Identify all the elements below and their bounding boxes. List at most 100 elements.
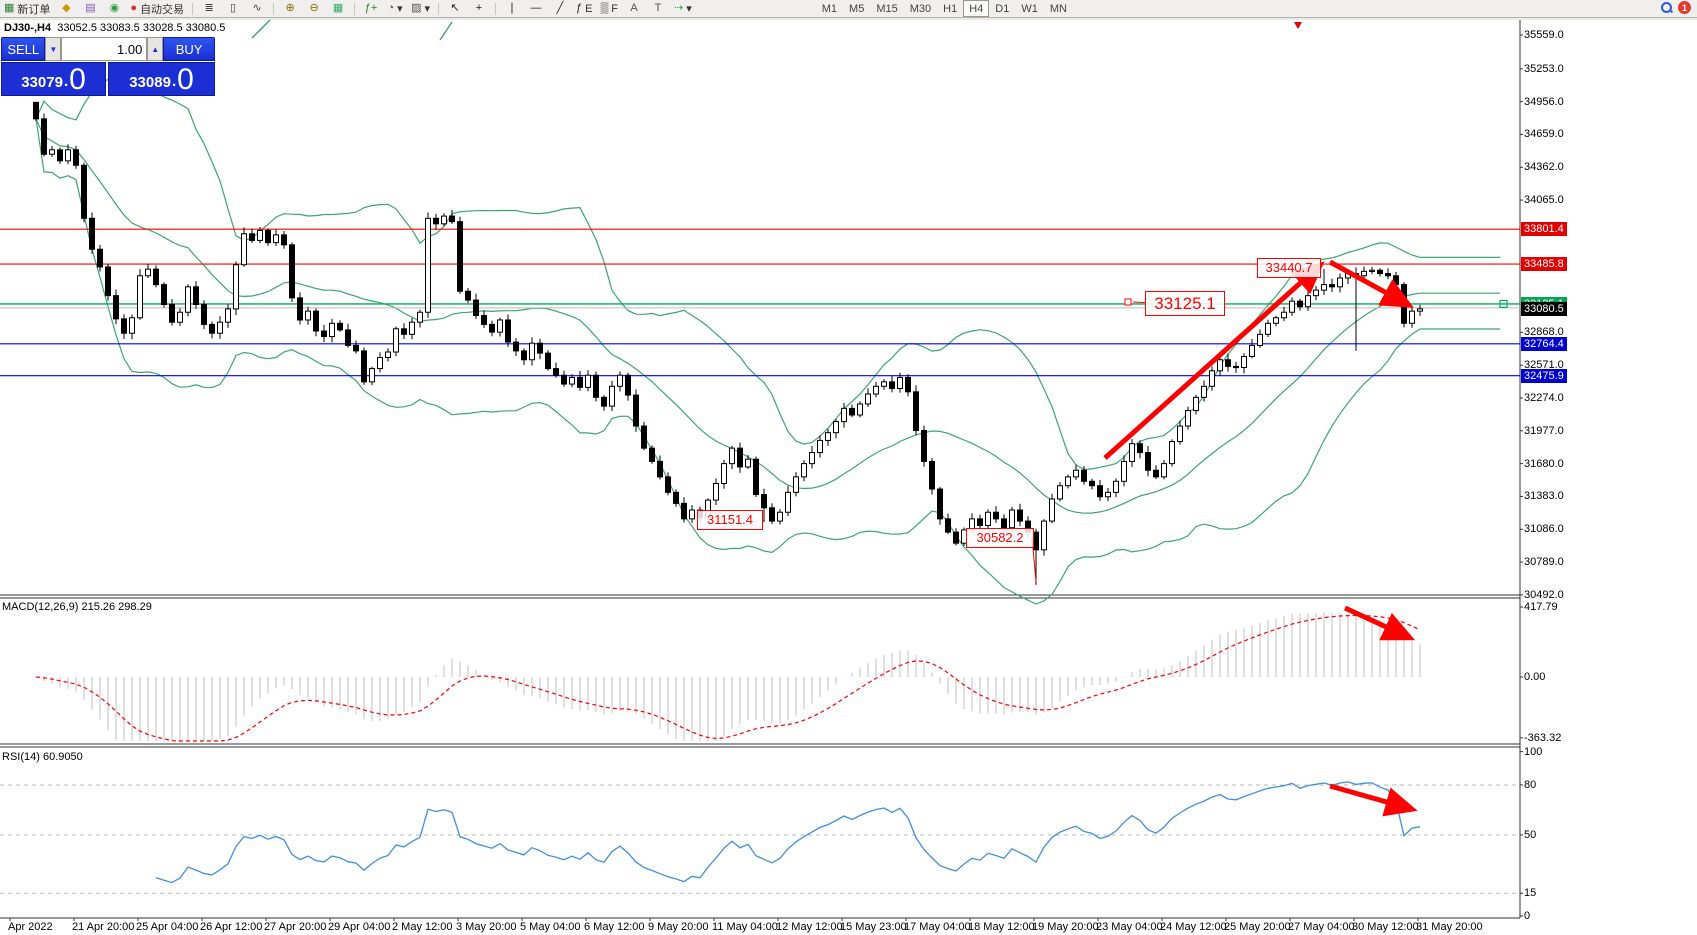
zoom-in-icon: ⊕: [285, 2, 295, 14]
line-chart-button[interactable]: ∿: [246, 0, 268, 17]
price-tick: 31383.0: [1524, 490, 1564, 503]
toolbar-button-label: ▾: [424, 3, 430, 15]
trendline-button[interactable]: ╱: [549, 0, 571, 17]
timeframe-h4[interactable]: H4: [963, 0, 990, 17]
arrows-button[interactable]: ⇢ ▾: [671, 0, 695, 17]
time-tick: 9 May 20:00: [648, 921, 709, 933]
price-tick: 34362.0: [1524, 161, 1564, 174]
toolbar-separator: [438, 2, 439, 15]
rsi-label: RSI(14) 60.9050: [2, 751, 83, 763]
price-tick: 31086.0: [1524, 523, 1564, 536]
toolbar-button-label: 新订单: [17, 3, 51, 16]
timeframe-w1[interactable]: W1: [1021, 2, 1038, 15]
styler-button[interactable]: ◆: [55, 0, 77, 17]
main-toolbar: ▦ 新订单 ◆ ▤ ◉ ● 自动交易 ≣ ▯ ∿ ⊕ ⊖ ▦ ƒ+ ◔ ▾ ▨ ▾ ↖ + ❘ ― ╱ ƒ E ▒ F A T ⇢ ▾ M1…: [0, 0, 1697, 18]
cursor-icon: ↖: [450, 2, 460, 14]
zoom-out-button[interactable]: ⊖: [303, 0, 325, 17]
price-tick: 32571.0: [1524, 359, 1564, 372]
arrows-icon: ⇢: [674, 2, 684, 14]
ohlc-values: 33052.5 33083.5 33028.5 33080.5: [57, 22, 226, 34]
autotrade-icon: ●: [130, 2, 138, 14]
hline-handle[interactable]: [1499, 299, 1508, 309]
annotation-31151.4[interactable]: 31151.4: [697, 510, 763, 530]
rsi-tick: 100: [1524, 745, 1543, 758]
crosshair-icon: +: [475, 2, 483, 14]
candle-chart-button[interactable]: ▯: [222, 0, 244, 17]
timeframe-m15[interactable]: M15: [876, 2, 898, 15]
horizontal-price-lines[interactable]: [0, 228, 1520, 377]
macd-label: MACD(12,26,9) 215.26 298.29: [2, 601, 152, 613]
rsi-tick: 0: [1524, 910, 1531, 922]
text-label-button[interactable]: T: [647, 0, 669, 17]
annotation-33125.1[interactable]: 33125.1: [1145, 291, 1225, 316]
time-tick: 27 May 04:00: [1288, 921, 1355, 933]
autotrade-button[interactable]: ● 自动交易: [127, 0, 187, 17]
text-button[interactable]: A: [623, 0, 645, 17]
volume-increase-button[interactable]: ▲: [147, 37, 164, 61]
time-tick: Apr 2022: [8, 921, 53, 933]
candles-layer: [33, 101, 1423, 585]
timeframes-menu-icon: ◔: [387, 2, 395, 14]
bar-chart-button[interactable]: ≣: [198, 0, 220, 17]
zoom-in-button[interactable]: ⊕: [279, 0, 301, 17]
tile-windows-button[interactable]: ▦: [327, 0, 349, 17]
trend-arrows[interactable]: [1103, 259, 1418, 817]
volume-input[interactable]: [61, 37, 148, 61]
notification-icon[interactable]: 1: [1678, 1, 1691, 14]
time-tick: 24 May 12:00: [1160, 921, 1227, 933]
templates-button[interactable]: ▨ ▾: [408, 0, 433, 17]
cursor-button[interactable]: ↖: [444, 0, 466, 17]
trend-down-arrow: [1328, 259, 1414, 308]
vline-button[interactable]: ❘: [501, 0, 523, 17]
timeframe-m1[interactable]: M1: [821, 2, 838, 15]
chart-title: DJ30-,H4 33052.5 33083.5 33028.5 33080.5: [4, 22, 225, 34]
text-icon: A: [630, 2, 638, 14]
signals-button[interactable]: ◉: [103, 0, 125, 17]
toolbar-separator: [192, 2, 194, 15]
buy-price-pips: 0: [177, 63, 194, 96]
timeframes-menu-button[interactable]: ◔ ▾: [384, 0, 406, 17]
trend-up-arrow: [1103, 261, 1325, 460]
timeframe-h1[interactable]: H1: [943, 2, 958, 15]
fibo-fan-button[interactable]: ▒ F: [597, 0, 621, 17]
rsi-down-arrow: [1329, 783, 1418, 817]
profiles-button[interactable]: ▤: [79, 0, 101, 17]
tile-windows-icon: ▦: [332, 2, 344, 14]
annotation-30582.2[interactable]: 30582.2: [966, 528, 1034, 548]
price-tick: 34065.0: [1524, 194, 1564, 207]
rsi-tick: 50: [1524, 828, 1537, 841]
toolbar-separator: [495, 2, 496, 15]
sell-button[interactable]: SELL: [1, 37, 46, 61]
new-order-icon: ▦: [4, 2, 15, 14]
timeframe-mn[interactable]: MN: [1049, 2, 1067, 15]
hline-button[interactable]: ―: [525, 0, 547, 17]
volume-decrease-button[interactable]: ▼: [45, 37, 62, 61]
rsi-pane: [0, 784, 1520, 894]
time-tick: 23 May 04:00: [1096, 921, 1163, 933]
annotation-33440.7[interactable]: 33440.7: [1257, 258, 1321, 278]
macd-signal-line: [35, 614, 1421, 742]
macd-tick: 0.00: [1524, 671, 1546, 683]
sell-price-box[interactable]: 33079. 0: [1, 62, 107, 96]
buy-button[interactable]: BUY: [163, 37, 215, 61]
time-tick: 5 May 04:00: [520, 921, 581, 933]
time-tick: 15 May 23:00: [840, 921, 907, 933]
crosshair-button[interactable]: +: [468, 0, 490, 17]
price-tick: 35559.0: [1524, 29, 1564, 41]
vline-icon: ❘: [507, 2, 517, 14]
timeframe-m30[interactable]: M30: [909, 2, 932, 15]
sell-price-int: 33079: [21, 74, 63, 91]
indicators-button[interactable]: ƒ+: [360, 0, 382, 17]
time-tick: 3 May 20:00: [456, 921, 517, 933]
macd-histogram: [43, 612, 1421, 741]
search-icon[interactable]: [1661, 2, 1672, 13]
toolbar-separator: [273, 2, 275, 15]
sell-price-pips: 0: [69, 63, 86, 96]
buy-price-box[interactable]: 33089. 0: [108, 62, 215, 96]
new-order-button[interactable]: ▦ 新订单: [1, 0, 53, 17]
timeframe-m5[interactable]: M5: [849, 2, 865, 15]
timeframe-d1[interactable]: D1: [995, 2, 1010, 15]
